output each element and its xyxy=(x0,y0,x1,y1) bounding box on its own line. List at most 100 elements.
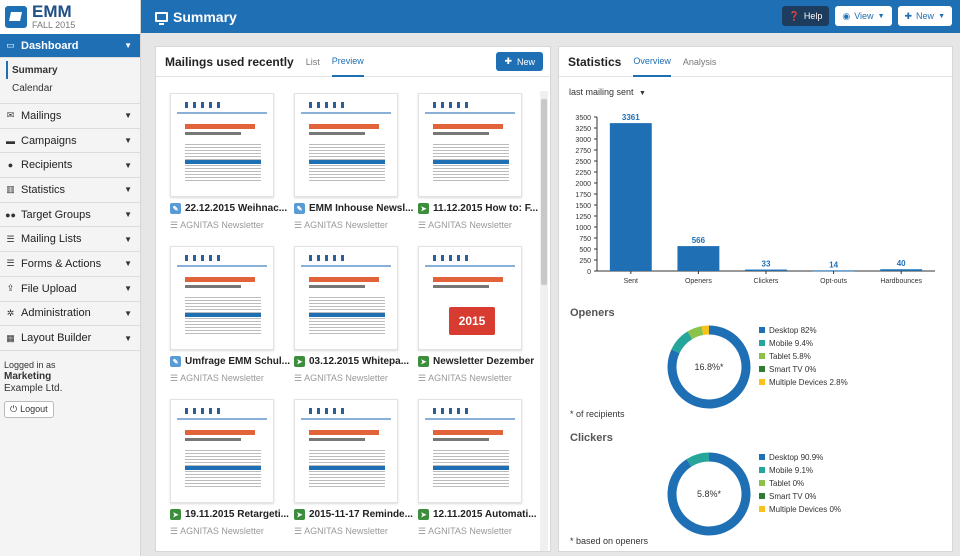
y-tick-label: 3250 xyxy=(575,126,591,133)
new-mailing-button[interactable]: ✚ New xyxy=(496,52,543,71)
campaign-icon: ▬ xyxy=(6,135,15,146)
sidebar-item-label: Layout Builder xyxy=(21,332,92,345)
donut-center-label: 16.8%* xyxy=(694,362,724,372)
tab-overview[interactable]: Overview xyxy=(633,47,671,77)
sidebar-item-dashboard[interactable]: ▭ Dashboard ▼ xyxy=(0,34,140,58)
login-org: Example Ltd. xyxy=(4,382,63,394)
mailing-title[interactable]: ➤ Newsletter Dezember xyxy=(418,356,546,367)
legend-swatch xyxy=(759,454,765,460)
mailing-title[interactable]: ➤ 03.12.2015 Whitepa... xyxy=(294,356,422,367)
mailing-list-text: AGNITAS Newsletter xyxy=(180,373,264,383)
bar-chart-icon: ▥ xyxy=(6,184,15,195)
y-tick-label: 2250 xyxy=(575,170,591,177)
user-icon: ● xyxy=(7,160,14,171)
sidebar-item-recipients[interactable]: ● Recipients ▼ xyxy=(0,153,140,179)
mailing-thumbnail[interactable] xyxy=(294,399,398,503)
app-logo[interactable]: EMM FALL 2015 xyxy=(0,0,140,34)
scrollbar-thumb[interactable] xyxy=(541,99,547,285)
mailing-title[interactable]: ➤ 11.12.2015 How to: F... xyxy=(418,203,546,214)
mailing-title[interactable]: ✎ 22.12.2015 Weihnac... xyxy=(170,203,298,214)
y-tick-label: 2000 xyxy=(575,181,591,188)
paper-plane-icon: ➤ xyxy=(294,509,305,520)
mailing-thumbnail[interactable] xyxy=(170,93,274,197)
legend-swatch xyxy=(759,366,765,372)
mailing-thumbnail[interactable] xyxy=(170,246,274,350)
mailing-card[interactable]: ✎ EMM Inhouse Newsl... ☰ AGNITAS Newslette… xyxy=(294,93,413,248)
sidebar-item-administration[interactable]: ✲ Administration ▼ xyxy=(0,302,140,327)
mailing-title-text: EMM Inhouse Newsl... xyxy=(309,203,414,214)
mailing-title[interactable]: ➤ 19.11.2015 Retargeti... xyxy=(170,509,298,520)
sidebar-item-file-upload[interactable]: ⇪ File Upload ▼ xyxy=(0,277,140,302)
sidebar-item-mailing-lists[interactable]: ☰ Mailing Lists ▼ xyxy=(0,227,140,253)
paper-plane-icon: ➤ xyxy=(418,203,429,214)
mailing-card[interactable]: ✎ 22.12.2015 Weihnac... ☰ AGNITAS Newslett… xyxy=(170,93,287,248)
sidebar-item-target-groups[interactable]: ●● Target Groups ▼ xyxy=(0,203,140,228)
donut-slice xyxy=(687,326,704,340)
mailing-thumbnail[interactable] xyxy=(418,93,522,197)
tab-preview[interactable]: Preview xyxy=(331,47,364,77)
help-button[interactable]: ❓ Help xyxy=(781,6,830,26)
list-icon: ☰ xyxy=(294,220,305,230)
mailing-card[interactable]: ➤ 12.11.2015 Automati... ☰ AGNITAS Newslet… xyxy=(418,399,537,554)
mailing-card[interactable]: ➤ 03.12.2015 Whitepa... ☰ AGNITAS Newslett… xyxy=(294,246,409,401)
chevron-down-icon: ▼ xyxy=(124,333,132,343)
sidebar-item-label: Mailing Lists xyxy=(21,233,82,246)
y-tick-label: 500 xyxy=(579,247,591,254)
submenu-item-calendar[interactable]: Calendar xyxy=(12,82,53,94)
logout-label: Logout xyxy=(20,404,48,415)
legend-label: Multiple Devices 0% xyxy=(769,505,841,514)
view-button[interactable]: ◉ View ▼ xyxy=(835,6,892,26)
chevron-down-icon: ▼ xyxy=(124,210,132,220)
data-label: 3361 xyxy=(622,113,640,122)
chevron-down-icon: ▼ xyxy=(124,308,132,318)
mailing-title-text: 03.12.2015 Whitepa... xyxy=(309,356,410,367)
mailing-thumbnail[interactable] xyxy=(294,93,398,197)
mailing-card[interactable]: 2015 ➤ Newsletter Dezember ☰ AGNITAS Newsle… xyxy=(418,246,534,401)
mailing-select[interactable]: last mailing sent ▼ xyxy=(569,87,646,97)
mailing-title-text: 22.12.2015 Weihnac... xyxy=(185,203,288,214)
mailing-list-text: AGNITAS Newsletter xyxy=(428,526,512,536)
mailing-thumbnail[interactable]: 2015 xyxy=(418,246,522,350)
sidebar-item-mailings[interactable]: ✉ Mailings ▼ xyxy=(0,104,140,129)
clickers-note: * based on openers xyxy=(570,536,649,546)
caret-down-icon: ▼ xyxy=(639,90,646,97)
legend-swatch xyxy=(759,379,765,385)
mailing-card[interactable]: ➤ 11.12.2015 How to: F... ☰ AGNITAS Newsle… xyxy=(418,93,538,248)
dashboard-submenu: Summary Calendar xyxy=(0,58,140,104)
mailing-title-text: 11.12.2015 How to: F... xyxy=(433,203,539,214)
tab-list[interactable]: List xyxy=(305,56,320,67)
mailing-title[interactable]: ➤ 12.11.2015 Automati... xyxy=(418,509,546,520)
mailing-title[interactable]: ✎ EMM Inhouse Newsl... xyxy=(294,203,422,214)
submenu-item-summary[interactable]: Summary xyxy=(6,61,140,79)
mailing-list-label: ☰ AGNITAS Newsletter xyxy=(418,220,512,231)
mailing-thumbnail[interactable] xyxy=(170,399,274,503)
sidebar-item-label: Dashboard xyxy=(21,39,79,52)
sidebar-item-label: Administration xyxy=(21,307,91,320)
scrollbar[interactable] xyxy=(540,91,548,551)
new-button[interactable]: ✚ New ▼ xyxy=(897,6,952,26)
sidebar-item-statistics[interactable]: ▥ Statistics ▼ xyxy=(0,178,140,203)
logout-button[interactable]: ⏻ Logout xyxy=(4,400,54,418)
mailing-thumbnail[interactable] xyxy=(418,399,522,503)
sidebar-item-label: Mailings xyxy=(21,109,62,122)
mailing-card[interactable]: ➤ 19.11.2015 Retargeti... ☰ AGNITAS Newsle… xyxy=(170,399,289,554)
tab-analysis[interactable]: Analysis xyxy=(682,56,717,67)
sidebar-item-campaigns[interactable]: ▬ Campaigns ▼ xyxy=(0,129,140,154)
mailing-card[interactable]: ➤ 2015-11-17 Reminde... ☰ AGNITAS Newslett… xyxy=(294,399,413,554)
mailing-title[interactable]: ➤ 2015-11-17 Reminde... xyxy=(294,509,422,520)
mailing-thumbnail[interactable] xyxy=(294,246,398,350)
chevron-down-icon: ▼ xyxy=(124,111,132,121)
mailing-title-text: Newsletter Dezember xyxy=(433,356,535,367)
mailing-card[interactable]: ✎ Umfrage EMM Schul... ☰ AGNITAS Newslette… xyxy=(170,246,290,401)
y-tick-label: 250 xyxy=(579,258,591,265)
mailing-title[interactable]: ✎ Umfrage EMM Schul... xyxy=(170,356,298,367)
gear-icon: ✲ xyxy=(6,307,15,318)
legend-label: Tablet 5.8% xyxy=(769,352,811,361)
y-tick-label: 3000 xyxy=(575,137,591,144)
sidebar-item-forms-actions[interactable]: ☰ Forms & Actions ▼ xyxy=(0,252,140,277)
legend-swatch xyxy=(759,493,765,499)
openers-title: Openers xyxy=(570,307,615,319)
sidebar-item-layout-builder[interactable]: ▦ Layout Builder ▼ xyxy=(0,326,140,351)
bar xyxy=(880,269,923,271)
app-title: EMM xyxy=(32,2,72,21)
